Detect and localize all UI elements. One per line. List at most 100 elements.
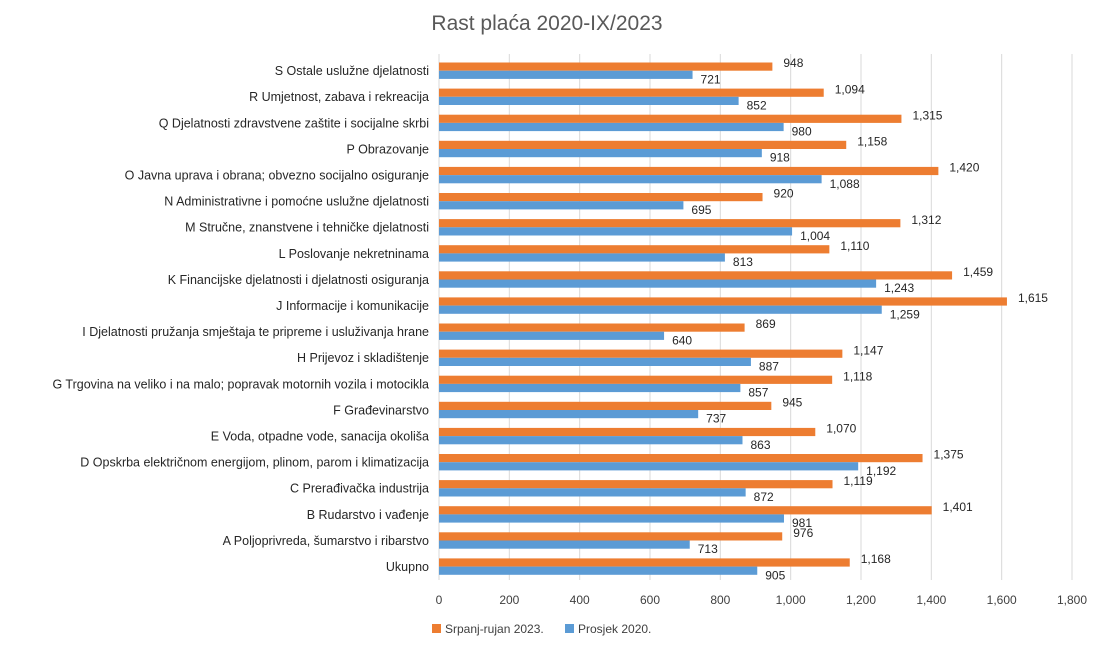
bar-prosjek-2020 [439,305,882,314]
data-label: 905 [765,568,785,582]
data-label: 981 [792,516,812,530]
data-label: 1,168 [861,552,891,566]
data-label: 1,401 [943,500,973,514]
x-tick-label: 1,200 [846,593,876,607]
bar-prosjek-2020 [439,122,784,132]
data-label: 1,158 [857,135,887,149]
data-label: 1,119 [844,474,873,488]
legend-label-srpanj-rujan-2023: Srpanj-rujan 2023. [445,622,544,636]
data-label: 1,375 [934,448,964,462]
category-label: D Opskrba električnom energijom, plinom,… [80,456,429,470]
data-label: 1,420 [949,161,979,175]
data-label: 1,192 [866,464,896,478]
x-tick-label: 200 [499,593,519,607]
bar-prosjek-2020 [439,357,751,366]
data-label: 1,459 [963,265,993,279]
bar-prosjek-2020 [439,227,793,236]
bar-srpanj-rujan-2023 [439,323,745,332]
data-label: 721 [701,72,721,86]
bar-prosjek-2020 [439,96,739,105]
data-label: 945 [782,396,802,410]
category-label: I Djelatnosti pružanja smještaja te prip… [82,325,429,339]
bar-srpanj-rujan-2023 [439,62,773,71]
x-tick-label: 400 [570,593,590,607]
category-label: S Ostale uslužne djelatnosti [275,64,429,78]
category-label: Ukupno [386,560,429,574]
bar-srpanj-rujan-2023 [439,297,1007,306]
bar-srpanj-rujan-2023 [439,349,843,358]
bar-prosjek-2020 [439,253,725,262]
bar-prosjek-2020 [439,149,762,158]
category-labels: S Ostale uslužne djelatnosti R Umjetnost,… [52,64,429,574]
bar-srpanj-rujan-2023 [439,427,816,437]
category-label: C Prerađivačka industrija [290,482,429,496]
data-label: 813 [733,255,753,269]
category-label: K Financijske djelatnosti i djelatnosti … [168,273,429,287]
data-label: 1,094 [835,82,865,96]
category-label: N Administrativne i pomoćne uslužne djel… [164,195,429,209]
data-label: 695 [691,203,711,217]
data-label: 863 [750,438,770,452]
data-label: 1,243 [884,281,914,295]
data-label: 918 [770,151,790,165]
data-label: 1,312 [911,213,941,227]
category-label: Q Djelatnosti zdravstvene zaštite i soci… [159,116,429,130]
bar-prosjek-2020 [439,410,699,419]
data-label: 737 [706,412,726,426]
bar-srpanj-rujan-2023 [439,454,923,463]
bars: 948 721 1,094 852 1,315 980 1,158 918 1,420 1,088… [439,56,1048,582]
data-label: 640 [672,333,692,347]
data-label: 948 [783,56,803,70]
data-label: 887 [759,360,779,374]
bar-srpanj-rujan-2023 [439,219,901,228]
bar-srpanj-rujan-2023 [439,140,847,149]
data-label: 852 [747,99,767,113]
category-label: B Rudarstvo i vađenje [307,508,429,522]
data-label: 1,259 [890,307,920,321]
bar-prosjek-2020 [439,383,741,393]
bar-prosjek-2020 [439,462,859,471]
bar-srpanj-rujan-2023 [439,193,763,202]
x-tick-label: 1,600 [987,593,1017,607]
bar-prosjek-2020 [439,279,877,288]
bar-prosjek-2020 [439,566,758,575]
category-label: O Javna uprava i obrana; obvezno socijal… [125,168,429,182]
x-tick-label: 1,000 [776,593,806,607]
bar-srpanj-rujan-2023 [439,532,783,541]
data-label: 1,147 [853,343,883,357]
legend: Srpanj-rujan 2023. Prosjek 2020. [432,622,651,636]
x-axis-ticks: 0 200 400 600 800 1,000 1,200 1,400 1,600 1,800 [436,593,1088,607]
bar-srpanj-rujan-2023 [439,375,833,384]
bar-srpanj-rujan-2023 [439,506,932,515]
bar-prosjek-2020 [439,201,684,210]
bar-prosjek-2020 [439,514,784,523]
data-label: 872 [754,490,774,504]
category-label: L Poslovanje nekretninama [279,247,429,261]
bar-prosjek-2020 [439,175,822,184]
category-label: M Stručne, znanstvene i tehničke djelatn… [185,221,429,235]
legend-label-prosjek-2020: Prosjek 2020. [578,622,651,636]
category-label: G Trgovina na veliko i na malo; popravak… [52,377,429,391]
bar-srpanj-rujan-2023 [439,245,830,254]
category-label: J Informacije i komunikacije [276,299,429,313]
x-tick-label: 1,400 [916,593,946,607]
x-tick-label: 800 [710,593,730,607]
bar-prosjek-2020 [439,70,693,79]
category-label: R Umjetnost, zabava i rekreacija [249,90,429,104]
bar-prosjek-2020 [439,488,746,497]
bar-srpanj-rujan-2023 [439,166,939,176]
legend-swatch-srpanj-rujan-2023 [432,624,441,633]
data-label: 980 [792,125,812,139]
category-label: H Prijevoz i skladištenje [297,351,429,365]
data-label: 1,110 [840,239,869,253]
data-label: 1,070 [826,422,856,436]
data-label: 976 [793,526,813,540]
x-tick-label: 600 [640,593,660,607]
bar-srpanj-rujan-2023 [439,114,902,123]
bar-srpanj-rujan-2023 [439,558,850,567]
bar-srpanj-rujan-2023 [439,271,953,280]
data-label: 1,118 [843,369,872,383]
bar-prosjek-2020 [439,436,743,445]
category-label: A Poljoprivreda, šumarstvo i ribarstvo [223,534,429,548]
data-label: 869 [756,317,776,331]
